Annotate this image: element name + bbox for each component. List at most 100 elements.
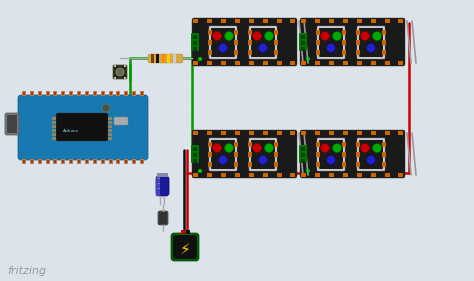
Bar [235,131,240,135]
Circle shape [212,31,221,40]
FancyBboxPatch shape [18,95,148,160]
Bar [357,131,362,135]
Bar [329,173,334,177]
Bar [133,92,135,95]
FancyBboxPatch shape [211,140,235,169]
Circle shape [306,57,310,61]
Circle shape [253,31,262,40]
Bar [124,65,126,67]
Bar [70,92,72,95]
Bar [46,160,49,163]
Text: fritzing: fritzing [7,266,46,276]
Bar [94,92,96,95]
Bar [193,61,199,65]
Bar [315,131,320,135]
Circle shape [225,144,234,153]
Bar [382,50,386,55]
Bar [207,131,212,135]
Bar [342,162,346,167]
Bar [30,91,34,96]
Bar [384,131,390,135]
Bar [30,159,34,164]
Bar [85,91,89,96]
Bar [357,173,362,177]
Bar [342,30,346,35]
Bar [343,19,348,23]
Bar [329,131,334,135]
Bar [114,77,116,79]
Bar [274,40,278,45]
Bar [274,142,278,147]
Bar [234,162,238,167]
Bar [382,30,386,35]
Bar [193,41,197,45]
Bar [248,30,252,35]
FancyBboxPatch shape [319,140,343,169]
Bar [124,77,126,79]
Bar [301,173,307,177]
Bar [249,131,254,135]
Bar [46,159,50,164]
Bar [356,142,360,147]
Bar [291,19,295,23]
Bar [100,159,105,164]
FancyBboxPatch shape [249,26,277,59]
Circle shape [373,144,382,153]
FancyBboxPatch shape [173,235,197,259]
Bar [101,92,104,95]
Text: ─
─
─: ─ ─ ─ [157,177,159,191]
Bar [31,92,33,95]
Bar [249,61,254,65]
Bar [162,54,165,63]
Bar [399,61,403,65]
Bar [114,65,116,67]
Bar [249,173,254,177]
FancyBboxPatch shape [209,26,237,59]
Bar [193,173,199,177]
Bar [263,173,268,177]
Bar [186,230,190,234]
Bar [108,125,112,128]
Bar [248,50,252,55]
Bar [124,91,128,96]
Bar [343,131,348,135]
Bar [342,50,346,55]
FancyBboxPatch shape [251,28,275,57]
FancyBboxPatch shape [251,140,275,169]
Bar [208,162,212,167]
Bar [277,173,282,177]
FancyBboxPatch shape [300,130,405,178]
Bar [208,40,212,45]
Bar [382,142,386,147]
Bar [156,54,159,63]
Bar [315,61,320,65]
Circle shape [332,144,341,153]
FancyBboxPatch shape [317,26,345,59]
Bar [46,92,49,95]
Bar [277,19,282,23]
Bar [141,160,143,163]
FancyBboxPatch shape [300,18,405,66]
Circle shape [320,144,329,153]
Circle shape [332,31,341,40]
Bar [132,91,136,96]
Circle shape [373,31,382,40]
Bar [235,173,240,177]
Bar [207,61,212,65]
Bar [207,173,212,177]
Bar [291,61,295,65]
Bar [248,162,252,167]
FancyBboxPatch shape [211,28,235,57]
Bar [316,40,320,45]
Bar [382,162,386,167]
Bar [193,159,197,163]
Bar [274,30,278,35]
FancyBboxPatch shape [191,145,199,163]
Bar [301,61,307,65]
Bar [93,91,97,96]
FancyBboxPatch shape [56,113,108,141]
Bar [38,159,42,164]
Bar [193,47,197,51]
FancyBboxPatch shape [299,145,307,163]
Bar [371,173,376,177]
